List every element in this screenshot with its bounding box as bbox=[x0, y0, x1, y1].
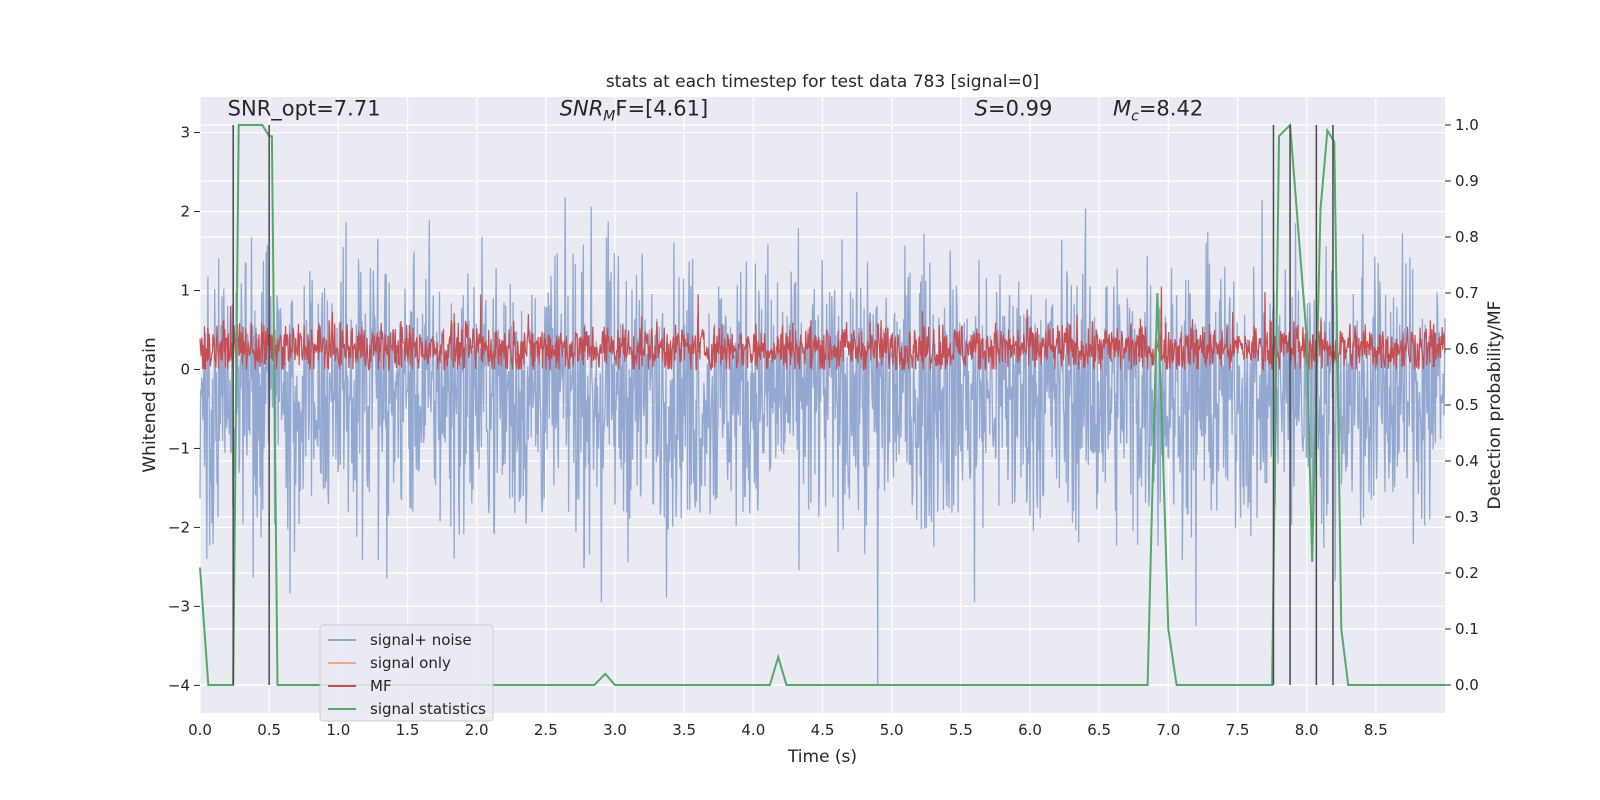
x-tick-label: 6.5 bbox=[1087, 721, 1111, 739]
x-tick-label: 1.0 bbox=[326, 721, 350, 739]
mf-series-line bbox=[199, 286, 1446, 372]
y-right-tick-label: 0.3 bbox=[1455, 508, 1479, 526]
y-right-tick-label: 0.0 bbox=[1455, 676, 1479, 694]
y-right-tick-label: 0.9 bbox=[1455, 172, 1479, 190]
legend-label: signal statistics bbox=[370, 700, 486, 718]
x-axis-label: Time (s) bbox=[787, 747, 857, 767]
annotation-main: M bbox=[1113, 97, 1131, 121]
annotation-main: SNR bbox=[560, 97, 604, 121]
y-right-tick-label: 0.4 bbox=[1455, 452, 1479, 470]
annotation-main: S bbox=[975, 97, 988, 121]
legend-label: signal+ noise bbox=[370, 631, 472, 649]
legend-label: MF bbox=[370, 677, 392, 695]
x-tick-label: 5.5 bbox=[949, 721, 973, 739]
y-tick-label: 2 bbox=[180, 203, 190, 221]
y-right-tick-label: 0.7 bbox=[1455, 284, 1479, 302]
y-right-tick-label: 0.1 bbox=[1455, 620, 1479, 638]
annotation-text: SNR_opt=7.71 bbox=[228, 97, 381, 122]
y-axis-right-label: Detection probability/MF bbox=[1485, 301, 1505, 510]
y-tick-label: −4 bbox=[168, 676, 190, 694]
x-tick-label: 0.5 bbox=[257, 721, 281, 739]
y-right-tick-label: 0.6 bbox=[1455, 340, 1479, 358]
y-tick-label: −3 bbox=[168, 597, 190, 615]
y-axis-label: Whitened strain bbox=[140, 337, 160, 472]
legend: signal+ noise signal only MF signal statist… bbox=[319, 624, 494, 722]
x-tick-label: 5.0 bbox=[880, 721, 904, 739]
vertical-markers bbox=[232, 125, 1334, 685]
annotation-text: SNRMF=[4.61] bbox=[560, 97, 709, 125]
annotation-value: =8.42 bbox=[1139, 97, 1203, 121]
y-tick-label: 1 bbox=[180, 281, 190, 299]
chart-title: stats at each timestep for test data 783… bbox=[606, 72, 1039, 92]
y-tick-label: 3 bbox=[180, 124, 190, 142]
x-tick-label: 8.0 bbox=[1295, 721, 1319, 739]
y-tick-label: −2 bbox=[168, 518, 190, 536]
annotations: SNR_opt=7.71 SNRMF=[4.61] S=0.99 Mc=8.42 bbox=[228, 97, 1204, 125]
annotation-value: =0.99 bbox=[988, 97, 1052, 121]
y-right-tick-label: 0.5 bbox=[1455, 396, 1479, 414]
x-tick-label: 7.5 bbox=[1226, 721, 1250, 739]
x-tick-label: 1.5 bbox=[396, 721, 420, 739]
x-tick-label: 6.0 bbox=[1018, 721, 1042, 739]
grid bbox=[199, 97, 1445, 713]
annotation-text: S=0.99 bbox=[975, 97, 1053, 121]
x-tick-label: 4.0 bbox=[741, 721, 765, 739]
x-tick-label: 3.0 bbox=[603, 721, 627, 739]
x-tick-label: 8.5 bbox=[1364, 721, 1388, 739]
y-right-tick-label: 0.2 bbox=[1455, 564, 1479, 582]
annotation-value: F=[4.61] bbox=[615, 97, 708, 121]
annotation-text: Mc=8.42 bbox=[1113, 97, 1203, 125]
axes: 0.0 0.5 1.0 1.5 2.0 2.5 3.0 3.5 4.0 4.5 5.0 5.5 6.0 6… bbox=[168, 116, 1479, 739]
y-tick-label: 0 bbox=[180, 360, 190, 378]
x-tick-label: 2.5 bbox=[534, 721, 558, 739]
annotation-subscript: M bbox=[603, 109, 615, 125]
x-tick-label: 2.0 bbox=[465, 721, 489, 739]
x-tick-label: 3.5 bbox=[672, 721, 696, 739]
x-tick-label: 7.0 bbox=[1156, 721, 1180, 739]
noise-series-line bbox=[199, 192, 1446, 686]
legend-label: signal only bbox=[370, 654, 451, 672]
x-tick-label: 4.5 bbox=[811, 721, 835, 739]
y-tick-label: −1 bbox=[168, 439, 190, 457]
y-right-tick-label: 0.8 bbox=[1455, 228, 1479, 246]
annotation-subscript: c bbox=[1131, 109, 1139, 125]
x-tick-label: 0.0 bbox=[188, 721, 212, 739]
legend-box bbox=[319, 624, 494, 722]
y-right-tick-label: 1.0 bbox=[1455, 116, 1479, 134]
